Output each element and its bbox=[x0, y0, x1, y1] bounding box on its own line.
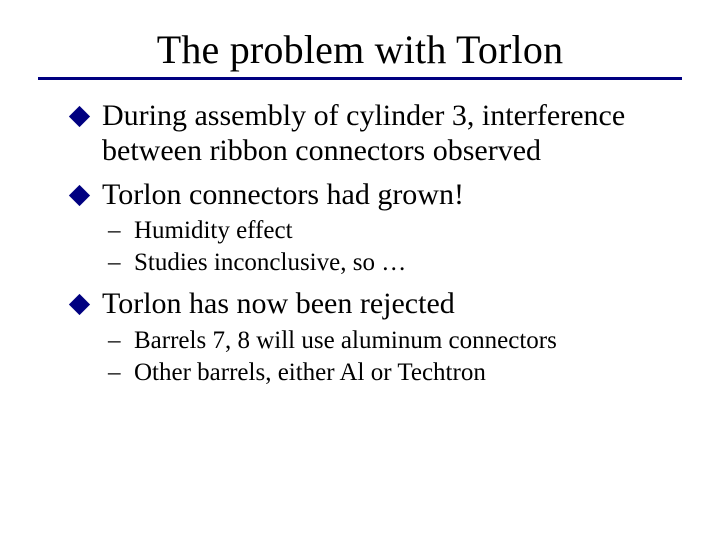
bullet-level2: – Studies inconclusive, so … bbox=[72, 248, 672, 278]
bullet-text: Studies inconclusive, so … bbox=[134, 249, 406, 276]
bullet-level1: Torlon connectors had grown! bbox=[72, 177, 672, 212]
diamond-bullet-icon bbox=[69, 185, 90, 206]
slide-title: The problem with Torlon bbox=[48, 26, 672, 73]
bullet-level1: Torlon has now been rejected bbox=[72, 286, 672, 321]
bullet-text: Torlon connectors had grown! bbox=[102, 178, 464, 211]
bullet-level2: – Barrels 7, 8 will use aluminum connect… bbox=[72, 326, 672, 356]
dash-bullet-icon: – bbox=[108, 358, 121, 388]
dash-bullet-icon: – bbox=[108, 216, 121, 246]
bullet-text: Other barrels, either Al or Techtron bbox=[134, 359, 486, 386]
sub-bullet-group: – Humidity effect – Studies inconclusive… bbox=[72, 216, 672, 278]
slide: The problem with Torlon During assembly … bbox=[0, 0, 720, 540]
dash-bullet-icon: – bbox=[108, 326, 121, 356]
bullet-level2: – Humidity effect bbox=[72, 216, 672, 246]
diamond-bullet-icon bbox=[69, 106, 90, 127]
bullet-text: Torlon has now been rejected bbox=[102, 287, 455, 320]
title-underline bbox=[38, 77, 682, 80]
bullet-text: During assembly of cylinder 3, interfere… bbox=[102, 99, 625, 167]
bullet-text: Barrels 7, 8 will use aluminum connector… bbox=[134, 327, 557, 354]
diamond-bullet-icon bbox=[69, 294, 90, 315]
bullet-level2: – Other barrels, either Al or Techtron bbox=[72, 358, 672, 388]
sub-bullet-group: – Barrels 7, 8 will use aluminum connect… bbox=[72, 326, 672, 388]
bullet-level1: During assembly of cylinder 3, interfere… bbox=[72, 98, 672, 169]
slide-body: During assembly of cylinder 3, interfere… bbox=[48, 98, 672, 388]
dash-bullet-icon: – bbox=[108, 248, 121, 278]
bullet-text: Humidity effect bbox=[134, 217, 293, 244]
